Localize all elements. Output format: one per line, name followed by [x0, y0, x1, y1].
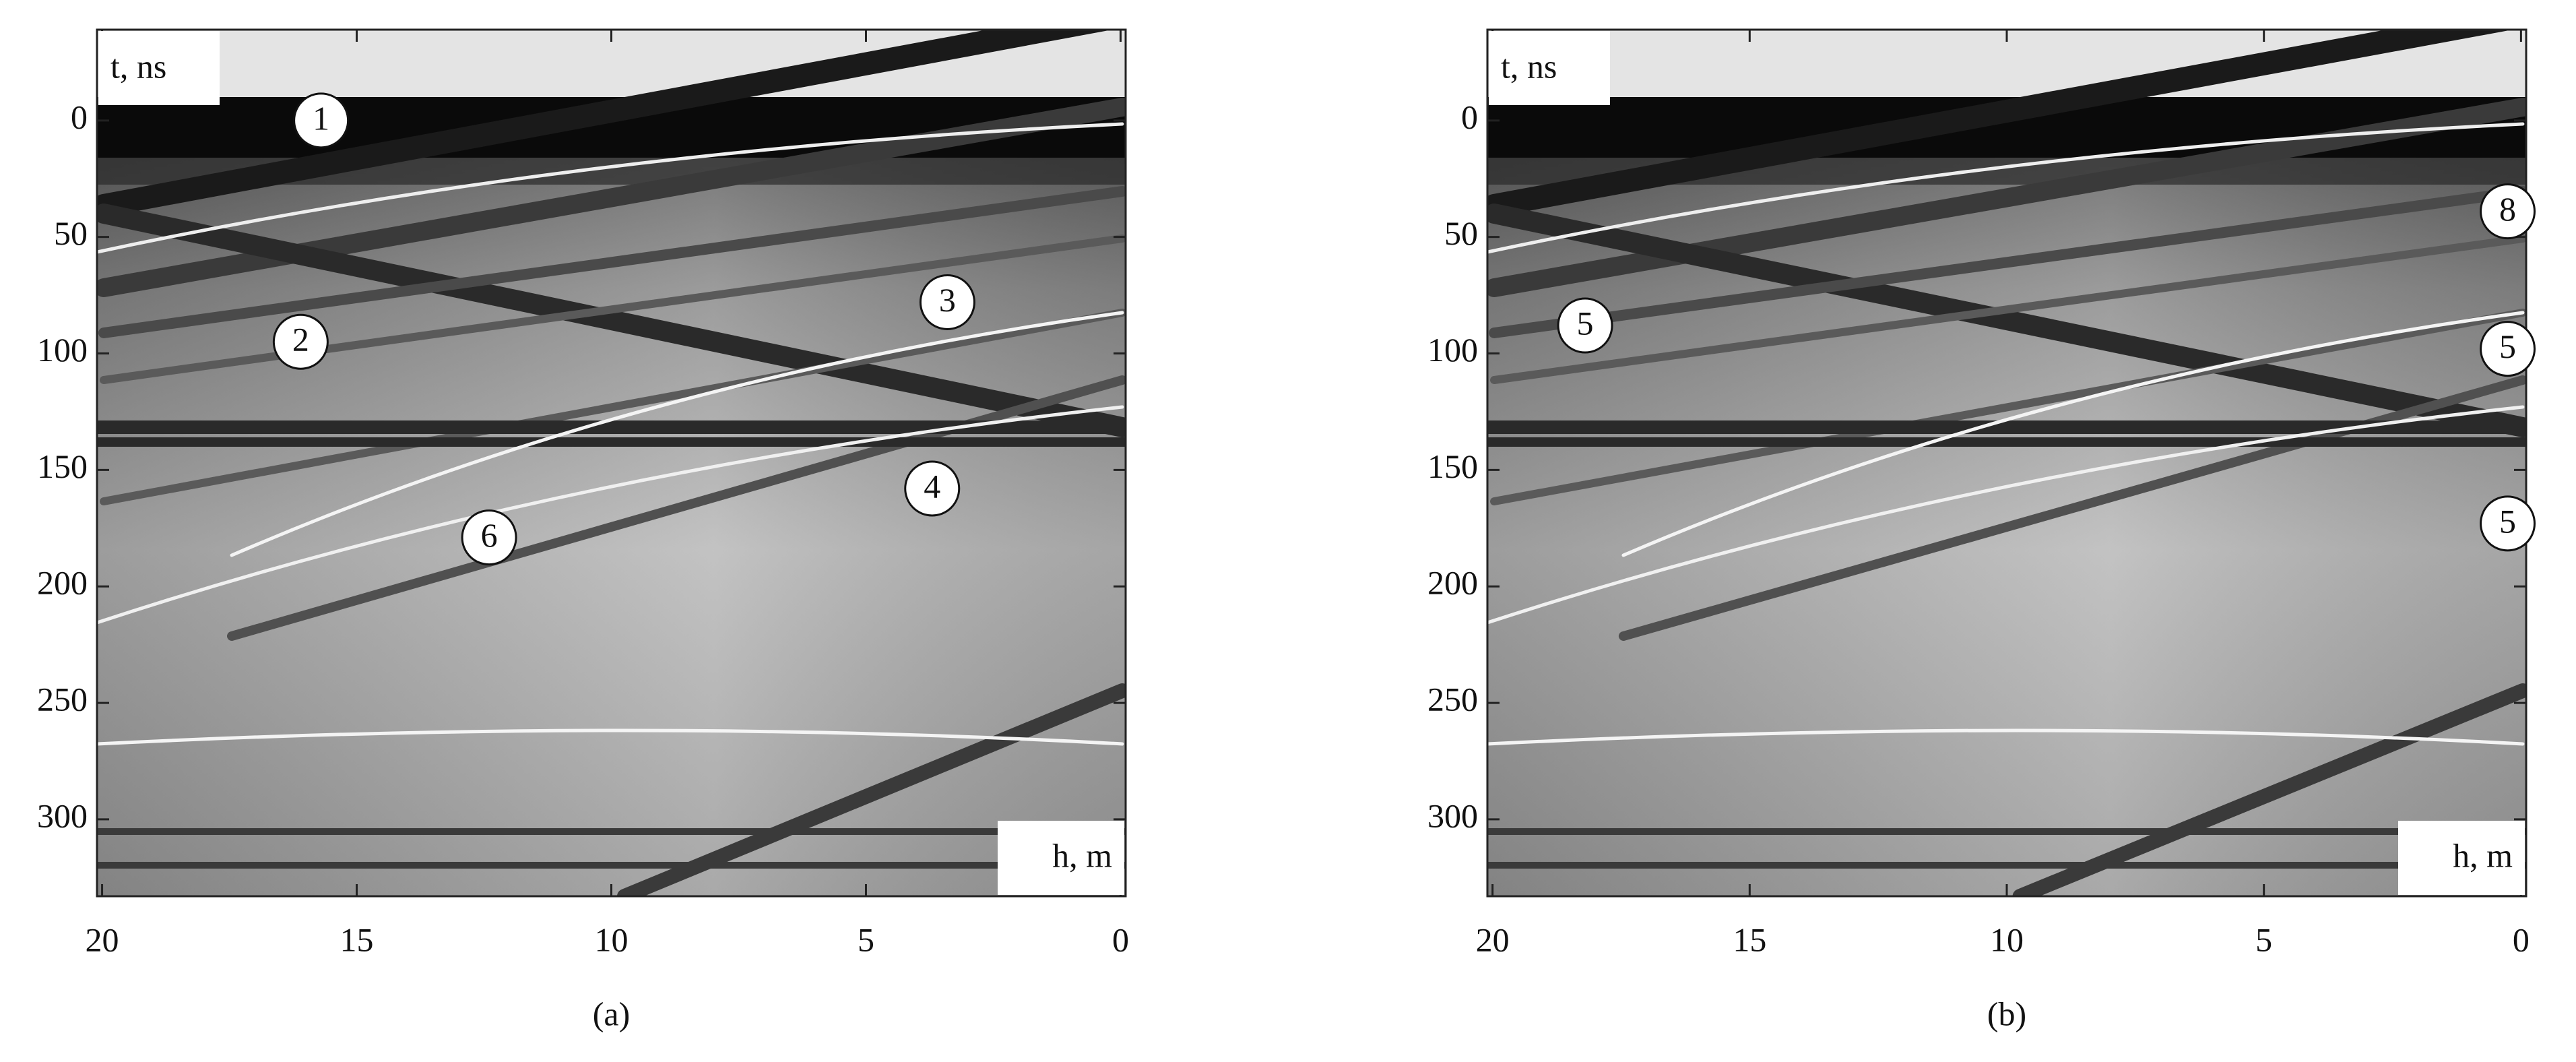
x-tick-label: 5: [858, 920, 874, 958]
annotation-label: 1: [313, 99, 329, 137]
x-tick-label: 15: [1733, 920, 1766, 958]
x-tick-label: 20: [1476, 920, 1510, 958]
annotation-marker: [461, 509, 517, 566]
y-axis-label: t, ns: [1501, 47, 1557, 85]
y-tick-label: 300: [1427, 796, 1478, 834]
annotation-marker: [1557, 297, 1613, 354]
y-tick-label: 200: [1427, 564, 1478, 602]
annotation-marker: [2480, 183, 2536, 240]
y-tick-label: 50: [1444, 214, 1478, 252]
label-box: [1489, 31, 1610, 105]
y-tick-label: 0: [1461, 98, 1478, 135]
annotation-label: 6: [481, 516, 498, 554]
x-tick-label: 20: [86, 920, 119, 958]
label-box: [98, 31, 220, 105]
y-axis-label: t, ns: [110, 47, 166, 85]
annotation-marker: [2480, 321, 2536, 377]
y-tick-label: 0: [71, 98, 88, 135]
annotation-label: 2: [292, 321, 309, 358]
annotation-marker: [904, 460, 961, 517]
x-tick-label: 10: [1990, 920, 2024, 958]
annotation-marker: [293, 92, 350, 149]
annotation-label: 5: [1577, 305, 1594, 342]
annotation-marker: [2480, 495, 2536, 552]
annotation-marker: [919, 274, 975, 330]
y-tick-label: 50: [54, 214, 88, 252]
annotation-label: 8: [2499, 190, 2516, 228]
x-axis-label: h, m: [2453, 836, 2513, 874]
y-tick-label: 150: [37, 447, 88, 485]
annotation-label: 3: [939, 281, 956, 319]
radargram-image: [97, 16, 1126, 896]
y-tick-label: 200: [37, 564, 88, 602]
x-tick-label: 5: [2255, 920, 2272, 958]
y-tick-label: 100: [1427, 331, 1478, 369]
label-box: [998, 821, 1124, 895]
x-tick-label: 0: [1112, 920, 1129, 958]
x-tick-label: 10: [595, 920, 629, 958]
annotation-label: 4: [924, 467, 940, 505]
y-tick-label: 300: [37, 796, 88, 834]
x-tick-label: 15: [340, 920, 374, 958]
panel-caption: (b): [1987, 995, 2026, 1032]
annotation-label: 5: [2499, 327, 2516, 365]
label-box: [2398, 821, 2525, 895]
annotation-marker: [272, 313, 329, 370]
y-tick-label: 100: [37, 331, 88, 369]
y-tick-label: 250: [1427, 681, 1478, 718]
x-axis-label: h, m: [1052, 836, 1112, 874]
x-tick-label: 0: [2513, 920, 2530, 958]
annotation-label: 5: [2499, 502, 2516, 540]
panel-caption: (a): [593, 995, 631, 1032]
y-tick-label: 250: [37, 681, 88, 718]
radargram-image: [1487, 16, 2526, 896]
y-tick-label: 150: [1427, 447, 1478, 485]
